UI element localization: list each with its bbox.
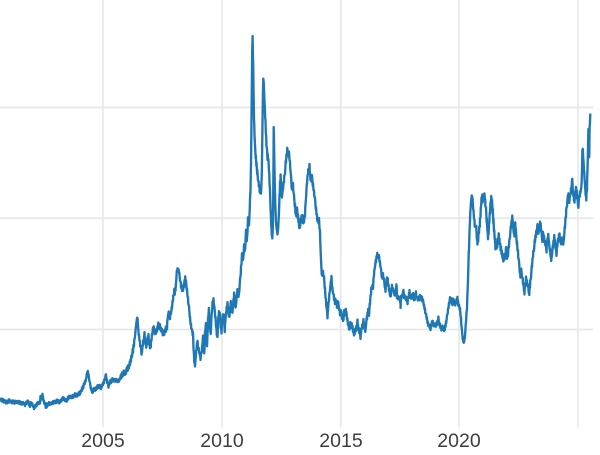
svg-text:2010: 2010 [200,430,244,450]
svg-text:2015: 2015 [319,430,363,450]
svg-text:2005: 2005 [81,430,125,450]
svg-text:2020: 2020 [437,430,481,450]
